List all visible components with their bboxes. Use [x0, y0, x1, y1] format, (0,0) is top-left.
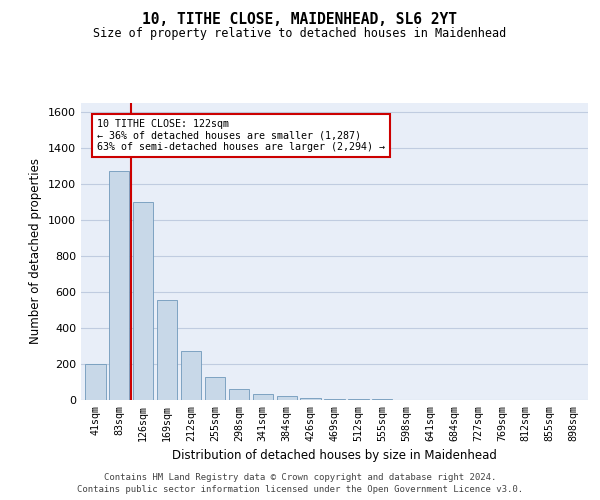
- Bar: [205, 376, 225, 400]
- Bar: [133, 202, 154, 400]
- Bar: [348, 399, 368, 400]
- Bar: [157, 300, 177, 400]
- Text: 10, TITHE CLOSE, MAIDENHEAD, SL6 2YT: 10, TITHE CLOSE, MAIDENHEAD, SL6 2YT: [143, 12, 458, 28]
- Bar: [253, 394, 273, 400]
- Bar: [229, 389, 249, 400]
- Text: Size of property relative to detached houses in Maidenhead: Size of property relative to detached ho…: [94, 28, 506, 40]
- Text: Contains HM Land Registry data © Crown copyright and database right 2024.: Contains HM Land Registry data © Crown c…: [104, 472, 496, 482]
- Bar: [325, 398, 344, 400]
- Bar: [85, 364, 106, 400]
- X-axis label: Distribution of detached houses by size in Maidenhead: Distribution of detached houses by size …: [172, 449, 497, 462]
- Bar: [277, 396, 297, 400]
- Bar: [181, 352, 201, 400]
- Text: 10 TITHE CLOSE: 122sqm
← 36% of detached houses are smaller (1,287)
63% of semi-: 10 TITHE CLOSE: 122sqm ← 36% of detached…: [97, 118, 385, 152]
- Bar: [301, 398, 321, 400]
- Text: Contains public sector information licensed under the Open Government Licence v3: Contains public sector information licen…: [77, 485, 523, 494]
- Bar: [109, 170, 130, 400]
- Y-axis label: Number of detached properties: Number of detached properties: [29, 158, 43, 344]
